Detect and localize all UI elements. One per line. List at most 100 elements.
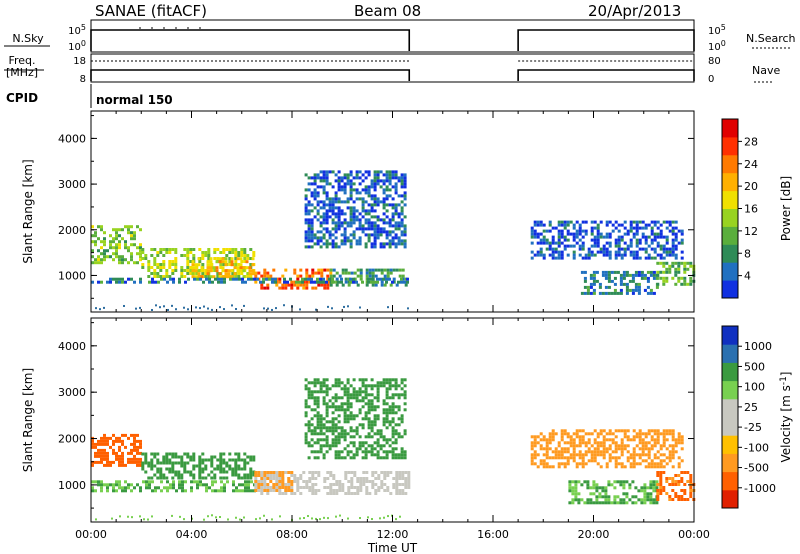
velocity-panel-cell-1 bbox=[228, 464, 232, 468]
power-panel-cell-9 bbox=[668, 247, 672, 251]
power-panel-cell-1 bbox=[174, 263, 178, 266]
velocity-panel-cell-5 bbox=[391, 420, 395, 424]
power-panel-cell-7 bbox=[586, 285, 590, 289]
velocity-panel-cell-5 bbox=[334, 423, 338, 427]
power-panel-groundscatter bbox=[347, 305, 349, 308]
power-panel-cell-5 bbox=[241, 277, 244, 281]
power-panel-cell-2 bbox=[251, 269, 255, 273]
velocity-panel-cell-1 bbox=[162, 458, 166, 462]
power-panel-groundscatter bbox=[283, 304, 285, 307]
power-panel-cell-1 bbox=[225, 248, 229, 251]
velocity-panel-cell-8 bbox=[662, 465, 666, 469]
velocity-panel-cell-8 bbox=[530, 459, 534, 463]
power-panel-cell-0 bbox=[91, 225, 94, 229]
power-panel-cell-9 bbox=[566, 232, 570, 236]
power-panel-cell-6 bbox=[346, 200, 350, 204]
velocity-panel-groundscatter bbox=[243, 516, 245, 519]
velocity-panel-cell-3 bbox=[407, 480, 411, 483]
power-panel-cell-9 bbox=[674, 235, 678, 239]
power-panel-cell-5 bbox=[370, 280, 373, 284]
velocity-panel-cell-3 bbox=[398, 483, 402, 486]
velocity-panel-cell-5 bbox=[352, 444, 356, 448]
velocity-panel-cell-5 bbox=[352, 414, 356, 418]
velocity-panel-cell-3 bbox=[296, 483, 300, 486]
power-panel-cell-2 bbox=[227, 272, 231, 276]
power-panel-groundscatter bbox=[299, 308, 301, 311]
velocity-panel-cell-4 bbox=[266, 471, 270, 474]
velocity-panel-cell-1 bbox=[171, 464, 175, 468]
velocity-panel-cell-5 bbox=[352, 441, 356, 445]
velocity-panel-cell-5 bbox=[322, 456, 326, 460]
velocity-panel-cell-3 bbox=[308, 489, 312, 492]
power-panel-cell-7 bbox=[610, 291, 614, 295]
power-panel-cell-6 bbox=[367, 239, 371, 243]
power-panel-cell-2 bbox=[224, 275, 228, 279]
velocity-panel-cell-1 bbox=[192, 476, 196, 480]
velocity-panel-cell-8 bbox=[590, 459, 594, 463]
power-panel-cell-6 bbox=[331, 170, 335, 174]
power-panel-cell-9 bbox=[563, 220, 567, 224]
power-panel-cell-4 bbox=[389, 283, 393, 287]
power-panel-cell-0 bbox=[94, 231, 97, 235]
power-panel-cell-9 bbox=[560, 220, 564, 224]
power-panel-cell-3 bbox=[326, 283, 330, 287]
velocity-panel-cell-8 bbox=[626, 444, 630, 448]
velocity-panel-cell-1 bbox=[243, 473, 247, 477]
power-panel-cell-6 bbox=[349, 209, 353, 213]
power-panel-cell-9 bbox=[644, 223, 648, 227]
velocity-panel-cell-2 bbox=[214, 489, 217, 493]
velocity-panel-cell-6 bbox=[598, 492, 602, 496]
velocity-panel-cell-8 bbox=[611, 438, 615, 442]
velocity-panel-cell-5 bbox=[316, 381, 320, 385]
power-panel-cell-6 bbox=[316, 242, 320, 246]
velocity-panel-cell-8 bbox=[656, 456, 660, 460]
velocity-panel-cell-7 bbox=[686, 498, 690, 501]
power-panel-cell-1 bbox=[141, 263, 145, 266]
power-panel-cell-9 bbox=[629, 238, 633, 242]
power-panel-cell-9 bbox=[575, 232, 579, 236]
power-panel-cell-3 bbox=[317, 268, 321, 272]
velocity-panel-cell-7 bbox=[665, 480, 669, 483]
power-panel-cell-3 bbox=[284, 268, 288, 272]
velocity-panel-cell-5 bbox=[364, 414, 368, 418]
velocity-panel-cell-3 bbox=[362, 483, 366, 486]
velocity-panel-cell-3 bbox=[386, 474, 390, 477]
velocity-panel-cell-6 bbox=[616, 480, 620, 484]
power-panel-cell-9 bbox=[641, 235, 645, 239]
velocity-panel-groundscatter bbox=[299, 517, 301, 520]
velocity-panel-cell-5 bbox=[307, 387, 311, 391]
velocity-panel-cell-5 bbox=[319, 384, 323, 388]
velocity-panel-cell-4 bbox=[287, 480, 291, 483]
power-panel-cell-5 bbox=[208, 280, 211, 284]
power-panel-cell-6 bbox=[307, 227, 311, 231]
power-panel-cell-9 bbox=[536, 220, 540, 224]
velocity-panel-cell-2 bbox=[181, 483, 184, 487]
velocity-panel-cell-1 bbox=[252, 458, 256, 462]
power-panel-cell-3 bbox=[317, 283, 321, 287]
power-panel-cell-2 bbox=[221, 257, 225, 261]
power-panel-cell-9 bbox=[617, 253, 621, 257]
power-panel-cell-6 bbox=[388, 230, 392, 234]
velocity-panel-cell-8 bbox=[641, 441, 645, 445]
power-panel-cell-5 bbox=[349, 280, 352, 284]
velocity-panel-cell-0 bbox=[136, 463, 139, 467]
power-panel-cell-9 bbox=[674, 232, 678, 236]
velocity-panel-cell-2 bbox=[193, 480, 196, 484]
power-panel-cell-6 bbox=[385, 242, 389, 246]
power-panel-cell-6 bbox=[307, 233, 311, 237]
velocity-panel-cell-5 bbox=[367, 417, 371, 421]
power-panel-cell-6 bbox=[337, 227, 341, 231]
power-panel-cell-5 bbox=[157, 280, 160, 284]
power-panel-cell-3 bbox=[263, 271, 267, 275]
power-panel-cell-6 bbox=[358, 221, 362, 225]
power-panel-cell-6 bbox=[388, 179, 392, 183]
velocity-panel-cell-2 bbox=[100, 486, 103, 490]
power-panel-cell-6 bbox=[337, 224, 341, 228]
power-panel-cell-6 bbox=[307, 182, 311, 186]
velocity-panel-cell-5 bbox=[382, 408, 386, 412]
power-panel-cell-5 bbox=[271, 277, 274, 281]
velocity-panel-cell-5 bbox=[322, 378, 326, 382]
velocity-panel-cell-0 bbox=[112, 448, 115, 452]
velocity-panel-cell-5 bbox=[367, 393, 371, 397]
